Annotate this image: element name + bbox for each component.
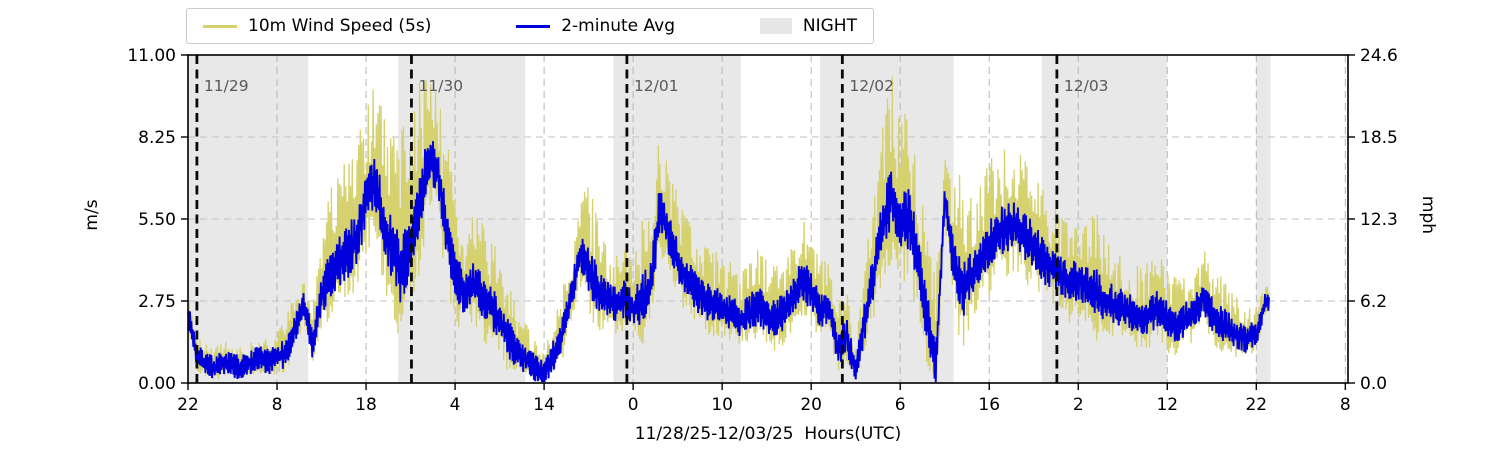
two-minute-avg-line-swatch <box>516 24 551 28</box>
y-tick-label-ms: 5.50 <box>138 210 176 230</box>
legend-label-5s-wind: 10m Wind Speed (5s) <box>248 16 432 36</box>
x-axis-label: 11/28/25-12/03/25 Hours(UTC) <box>634 424 902 444</box>
x-tick-label: 14 <box>533 395 555 415</box>
y-tick-label-ms: 2.75 <box>138 292 176 312</box>
x-tick-label: 18 <box>355 395 377 415</box>
x-tick-label: 20 <box>800 395 822 415</box>
legend-item-night: NIGHT <box>759 16 857 36</box>
y-tick-label-ms: 11.00 <box>127 46 176 66</box>
legend-item-5s-wind: 10m Wind Speed (5s) <box>203 16 431 36</box>
x-tick-label: 4 <box>450 395 461 415</box>
y-tick-label-mph: 18.5 <box>1360 128 1398 148</box>
y-tick-label-ms: 0.00 <box>138 374 176 394</box>
tick-labels: 22 8 18 4 14 0 10 20 6 16 2 12 22 8 0.00 0.0 2.75 6.2 5.50… <box>127 46 1398 415</box>
x-tick-label: 8 <box>1340 395 1351 415</box>
x-tick-label: 12 <box>1156 395 1178 415</box>
legend-label-2min-avg: 2-minute Avg <box>561 16 676 36</box>
x-tick-label: 10 <box>711 395 733 415</box>
day-label-11-29: 11/29 <box>204 77 249 95</box>
day-label-12-02: 12/02 <box>849 77 894 95</box>
legend-item-2min-avg: 2-minute Avg <box>516 16 675 36</box>
wind-speed-5s-line-swatch <box>203 24 237 28</box>
axis-ticks <box>181 54 1355 390</box>
legend-label-night: NIGHT <box>802 16 857 36</box>
x-tick-label: 22 <box>177 395 199 415</box>
night-patch-swatch <box>759 18 792 34</box>
series-10m-wind-5s <box>187 76 1270 381</box>
y-tick-label-ms: 8.25 <box>138 128 176 148</box>
day-label-11-30: 11/30 <box>418 77 463 95</box>
y-tick-label-mph: 0.0 <box>1360 374 1387 394</box>
day-label-12-03: 12/03 <box>1064 77 1109 95</box>
y-tick-label-mph: 6.2 <box>1360 292 1387 312</box>
chart-legend: 10m Wind Speed (5s) 2-minute Avg NIGHT <box>186 8 874 44</box>
x-tick-label: 16 <box>978 395 1000 415</box>
day-lines: 11/29 11/30 12/01 12/02 12/03 <box>195 55 1109 383</box>
series-2-minute-avg <box>187 141 1270 383</box>
y-axis-label-ms: m/s <box>82 199 102 231</box>
day-label-12-01: 12/01 <box>634 77 679 95</box>
x-tick-label: 8 <box>272 395 283 415</box>
x-tick-label: 6 <box>895 395 906 415</box>
x-tick-label: 22 <box>1245 395 1267 415</box>
y-tick-label-mph: 12.3 <box>1360 210 1398 230</box>
y-tick-label-mph: 24.6 <box>1360 46 1398 66</box>
x-tick-label: 2 <box>1073 395 1084 415</box>
x-tick-label: 0 <box>628 395 639 415</box>
y-axis-label-mph: mph <box>1418 195 1438 235</box>
